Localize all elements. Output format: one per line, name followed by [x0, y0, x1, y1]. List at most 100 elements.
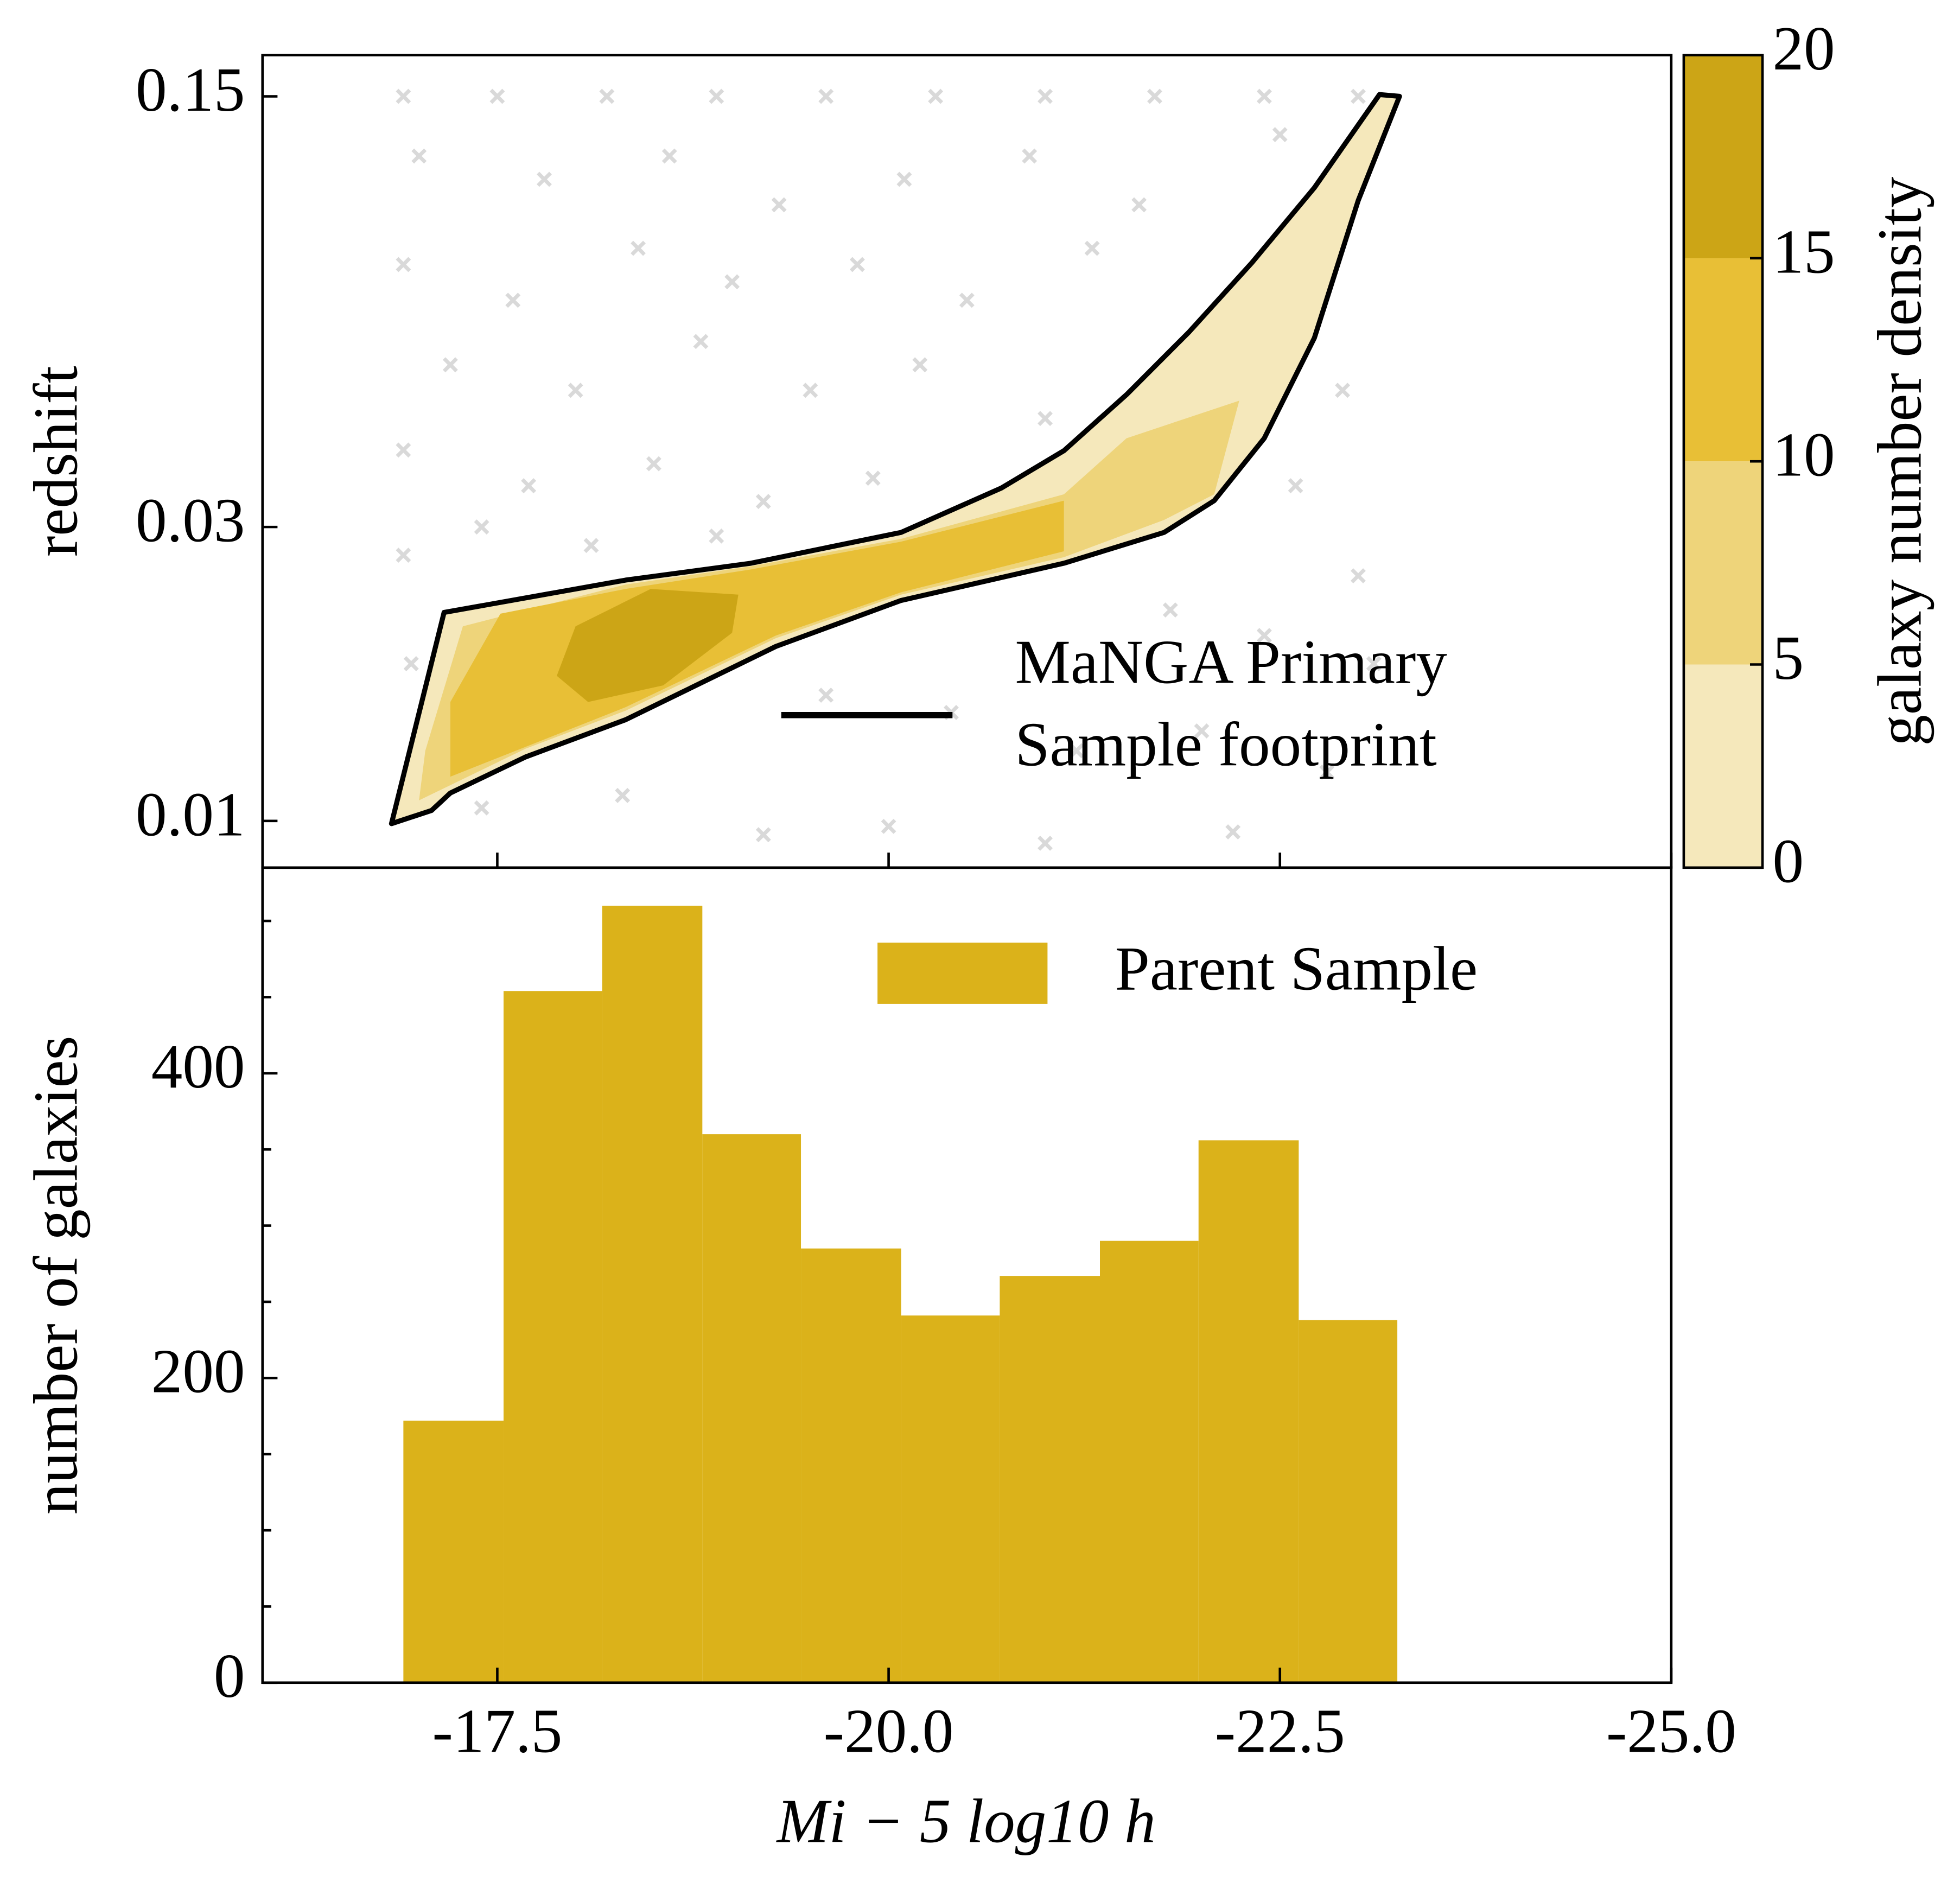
scatter-point — [959, 292, 975, 308]
scatter-point — [1038, 836, 1053, 851]
x-tick-label: -25.0 — [1606, 1696, 1736, 1766]
scatter-point — [1351, 568, 1366, 583]
colorbar-band — [1683, 55, 1763, 258]
scatter-point — [521, 478, 537, 494]
colorbar-tick-label: 0 — [1772, 826, 1804, 895]
contour-region — [450, 500, 1064, 777]
scatter-point — [1162, 602, 1178, 618]
y-axis-label: redshift — [21, 366, 91, 557]
scatter-point — [568, 383, 583, 398]
scatter-point — [1351, 88, 1366, 104]
scatter-point — [928, 88, 944, 104]
scatter-point — [1038, 88, 1053, 104]
scatter-point — [755, 827, 771, 843]
scatter-point — [1147, 88, 1162, 104]
colorbar-tick-label: 15 — [1772, 217, 1835, 286]
histogram-bar — [702, 1134, 801, 1683]
scatter-point — [396, 88, 411, 104]
scatter-point — [1319, 764, 1335, 780]
histogram-bar — [602, 906, 703, 1683]
scatter-point — [1256, 628, 1272, 644]
histogram-bar — [1100, 1241, 1199, 1683]
scatter-point — [724, 274, 740, 290]
histogram-bar — [801, 1248, 901, 1683]
y-tick-label: 0.03 — [136, 486, 245, 555]
histogram-bar — [403, 1420, 504, 1683]
scatter-point — [803, 383, 818, 398]
scatter-point — [403, 656, 419, 671]
scatter-point — [396, 257, 411, 272]
x-axis-label: Mi − 5 log10 h — [776, 1786, 1156, 1855]
histogram-bar — [503, 991, 602, 1683]
colorbar-tick-label: 5 — [1772, 623, 1804, 692]
scatter-point — [865, 470, 881, 486]
scatter-point — [912, 357, 928, 373]
scatter-point — [537, 171, 552, 187]
scatter-point — [1194, 723, 1210, 739]
axes-frame — [261, 866, 1673, 1684]
scatter-point — [1225, 824, 1241, 839]
y-tick-label: 0.15 — [136, 55, 245, 124]
scatter-point — [646, 456, 661, 472]
colorbar-label: galaxy number density — [1864, 176, 1934, 746]
colorbar-frame — [1682, 54, 1764, 869]
scatter-point — [661, 148, 677, 164]
scatter-point — [771, 197, 787, 213]
y-tick-label: 0.01 — [136, 779, 245, 849]
scatter-point — [396, 442, 411, 458]
scatter-point — [709, 88, 724, 104]
colorbar-band — [1683, 664, 1763, 868]
colorbar-band — [1683, 461, 1763, 665]
colorbar-tick-label: 10 — [1772, 420, 1835, 489]
scatter-point — [411, 148, 427, 164]
y-axis-label: number of galaxies — [21, 1036, 91, 1515]
colorbar-band — [1683, 258, 1763, 462]
y-tick-label: 200 — [151, 1337, 245, 1406]
colorbar-tick-label: 20 — [1772, 14, 1835, 83]
y-tick-label: 0 — [214, 1641, 245, 1710]
scatter-point — [818, 688, 834, 703]
scatter-point — [489, 88, 505, 104]
footprint-line — [389, 92, 1402, 826]
scatter-point — [1022, 148, 1038, 164]
scatter-point — [1131, 197, 1147, 213]
scatter-point — [1256, 88, 1272, 104]
scatter-point — [709, 528, 724, 544]
scatter-point — [583, 538, 599, 554]
scatter-point — [1084, 240, 1100, 256]
y-tick-label: 400 — [151, 1032, 245, 1101]
scatter-point — [599, 88, 615, 104]
scatter-point — [474, 519, 489, 535]
scatter-point — [505, 292, 521, 308]
contour-region — [557, 589, 739, 702]
legend-swatch — [877, 943, 1048, 1004]
scatter-point — [1288, 478, 1303, 494]
x-tick-label: -22.5 — [1215, 1696, 1345, 1766]
legend-label: Parent Sample — [1115, 933, 1478, 1003]
scatter-point — [442, 357, 458, 373]
scatter-point — [1272, 127, 1288, 143]
scatter-point — [881, 818, 896, 834]
histogram-bar — [1000, 1276, 1100, 1683]
histogram-bar — [1198, 1140, 1299, 1683]
scatter-point — [849, 257, 865, 272]
scatter-point — [1038, 411, 1053, 427]
scatter-point — [474, 800, 489, 816]
scatter-point — [615, 787, 631, 803]
scatter-point — [396, 548, 411, 563]
histogram-bar — [901, 1315, 1000, 1683]
scatter-point — [1335, 383, 1351, 398]
scatter-point — [1366, 656, 1382, 671]
scatter-point — [631, 240, 646, 256]
scatter-point — [693, 334, 709, 349]
scatter-point — [755, 494, 771, 510]
legend-label: MaNGA Primary Sample footprint — [1015, 627, 1448, 779]
x-tick-label: -20.0 — [824, 1696, 954, 1766]
scatter-point — [896, 171, 912, 187]
histogram-bar — [1299, 1320, 1398, 1683]
scatter-point — [1068, 743, 1084, 759]
x-tick-label: -17.5 — [432, 1696, 563, 1766]
scatter-point — [818, 88, 834, 104]
